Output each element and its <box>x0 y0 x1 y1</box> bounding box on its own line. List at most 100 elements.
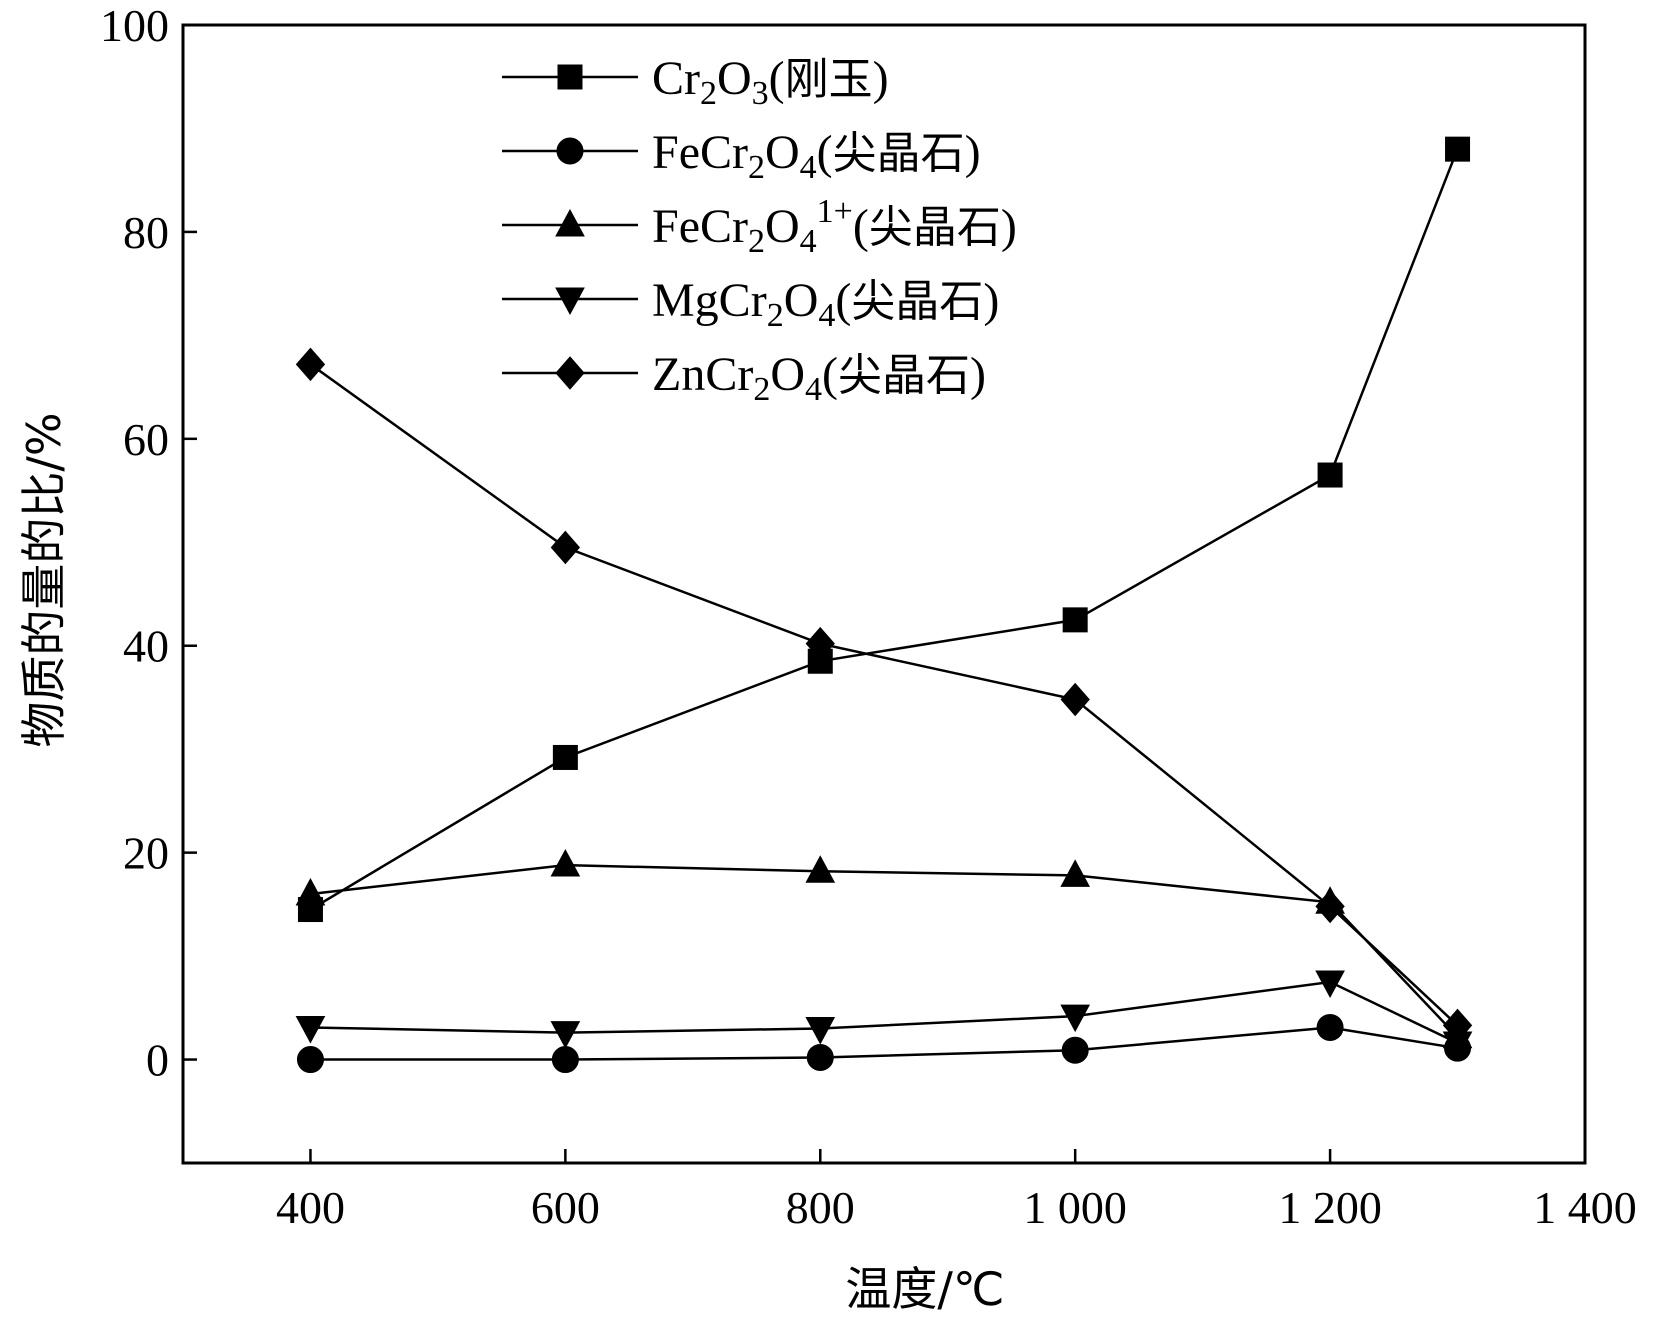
legend-item: ZnCr2O4(尖晶石) <box>502 348 986 408</box>
legend-label-part: 尖晶石 <box>838 350 970 401</box>
y-axis-title: 物质的量的比/% <box>17 412 71 747</box>
data-point <box>1060 682 1090 717</box>
legend: Cr2O3(刚玉)FeCr2O4(尖晶石)FeCr2O41+(尖晶石)MgCr2… <box>502 52 1017 408</box>
data-point <box>295 1015 326 1044</box>
plot-area <box>181 23 1587 1165</box>
legend-label-part: 2 <box>748 149 765 186</box>
data-point <box>552 744 578 770</box>
data-point <box>551 1046 579 1074</box>
data-point <box>1442 1008 1473 1043</box>
legend-label-part: O <box>765 126 800 179</box>
legend-label: ZnCr2O4(尖晶石) <box>652 348 986 408</box>
legend-label-part: ( <box>769 52 785 105</box>
data-point <box>1060 1004 1091 1033</box>
legend-label-part: ) <box>970 348 986 401</box>
legend-label-part: ) <box>965 126 981 179</box>
legend-item: Cr2O3(刚玉) <box>502 52 889 112</box>
legend-label-part: MgCr <box>652 274 767 327</box>
data-point <box>1316 1013 1344 1041</box>
y-tick-label: 60 <box>123 414 169 465</box>
data-point <box>1445 136 1471 162</box>
legend-label-part: O <box>784 274 819 327</box>
series-diamond <box>295 347 1473 1043</box>
y-axis: 0 20 40 60 80 100 <box>100 0 197 1086</box>
data-point <box>550 848 581 877</box>
data-point <box>295 877 326 906</box>
x-axis-title: 温度/℃ <box>845 1262 1004 1316</box>
legend-label-part: ZnCr <box>652 348 753 401</box>
data-point <box>295 347 326 382</box>
legend-label-part: 2 <box>748 223 765 260</box>
legend-marker <box>556 137 584 165</box>
legend-label-part: ) <box>1001 200 1017 253</box>
legend-label-part: 4 <box>800 149 817 186</box>
legend-label-part: 尖晶石 <box>851 276 983 327</box>
legend-label-part: 4 <box>800 223 817 260</box>
series-line <box>309 363 1459 1027</box>
x-tick-label: 600 <box>531 1182 600 1233</box>
data-point <box>1315 970 1345 999</box>
legend-label-part: 刚玉 <box>785 54 873 105</box>
data-point <box>1062 607 1088 633</box>
legend-label-part: ( <box>835 274 851 327</box>
legend-label-part: ) <box>983 274 999 327</box>
x-tick-label: 1 200 <box>1278 1182 1382 1233</box>
data-point <box>1317 462 1343 488</box>
legend-label-part: O <box>770 348 805 401</box>
data-point <box>805 855 836 883</box>
data-point <box>1061 1036 1089 1064</box>
x-tick-label: 400 <box>276 1182 345 1233</box>
legend-label-part: FeCr <box>652 200 748 253</box>
legend-label-part: O <box>717 52 752 105</box>
series-layer <box>295 136 1473 1074</box>
data-point <box>1315 889 1345 924</box>
legend-label: Cr2O3(刚玉) <box>652 52 889 112</box>
legend-label-part: 4 <box>818 297 835 334</box>
legend-marker <box>555 287 585 316</box>
legend-item: FeCr2O41+(尖晶石) <box>502 193 1017 260</box>
legend-label-part: 3 <box>752 75 769 112</box>
y-tick-label: 20 <box>123 828 169 879</box>
legend-label-part: Cr <box>652 52 700 105</box>
x-tick-label: 1 400 <box>1533 1182 1637 1233</box>
data-point <box>550 1021 581 1049</box>
data-point <box>296 1046 324 1074</box>
series-square <box>297 136 1471 923</box>
legend-label-part: ( <box>822 348 838 401</box>
x-axis: 400 600 800 1 000 1 200 1 400 <box>276 1149 1637 1233</box>
data-point <box>805 626 835 661</box>
legend-item: FeCr2O4(尖晶石) <box>502 126 981 186</box>
y-tick-label: 0 <box>146 1035 169 1086</box>
x-tick-label: 800 <box>786 1182 855 1233</box>
legend-label-part: ( <box>817 126 833 179</box>
legend-label-part: 1+ <box>817 193 853 230</box>
series-triangle-down <box>295 970 1473 1060</box>
series-line <box>309 148 1459 911</box>
legend-label-part: ) <box>873 52 889 105</box>
y-tick-label: 100 <box>100 0 169 51</box>
data-point <box>550 530 581 565</box>
series-circle <box>296 1013 1472 1074</box>
series-line <box>310 863 1459 1038</box>
data-point <box>806 1043 834 1071</box>
series-line <box>310 980 1459 1045</box>
data-point <box>1060 859 1091 887</box>
legend-label: FeCr2O4(尖晶石) <box>652 126 981 186</box>
x-tick-label: 1 000 <box>1023 1182 1127 1233</box>
series-line <box>310 1026 1458 1061</box>
legend-marker <box>555 208 585 237</box>
legend-label-part: FeCr <box>652 126 748 179</box>
legend-label-part: 2 <box>767 297 784 334</box>
legend-item: MgCr2O4(尖晶石) <box>502 274 999 334</box>
legend-label: FeCr2O41+(尖晶石) <box>652 193 1017 260</box>
legend-label-part: 4 <box>805 371 822 408</box>
legend-marker <box>557 64 583 90</box>
legend-label: MgCr2O4(尖晶石) <box>652 274 999 334</box>
legend-label-part: 尖晶石 <box>869 202 1001 253</box>
y-tick-label: 80 <box>123 207 169 258</box>
legend-label-part: 2 <box>700 75 717 112</box>
legend-label-part: ( <box>853 200 869 253</box>
data-point <box>805 1017 836 1045</box>
plot-frame <box>181 23 1587 1165</box>
